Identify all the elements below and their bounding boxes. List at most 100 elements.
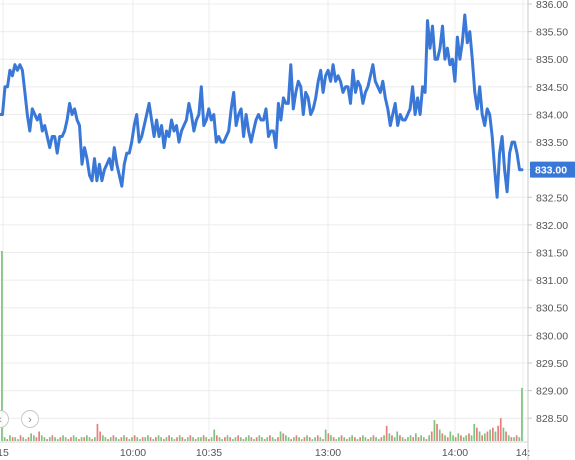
volume-bar <box>306 435 308 441</box>
volume-bar <box>96 423 99 441</box>
last-price-marker: 833.00 <box>530 161 575 178</box>
volume-bar <box>86 435 88 441</box>
price-tick-label: 836.00 <box>536 0 568 11</box>
volume-bar <box>476 427 478 441</box>
volume-bar <box>102 435 104 441</box>
volume-bar <box>409 435 412 441</box>
volume-bar <box>221 439 223 441</box>
volume-bar <box>346 439 348 441</box>
volume-bar <box>78 439 80 441</box>
volume-bar <box>335 439 338 441</box>
volume-bar <box>399 435 401 441</box>
volume-bar <box>165 437 168 441</box>
volume-bar <box>332 437 335 441</box>
volume-bar <box>401 437 404 441</box>
volume-bar <box>290 439 292 441</box>
price-tick-label: 834.50 <box>536 82 568 94</box>
volume-bar <box>38 431 40 441</box>
volume-bar <box>510 437 513 441</box>
volume-bar <box>51 435 54 441</box>
volume-bar <box>67 439 70 441</box>
volume-bar <box>56 439 59 441</box>
volume-bar <box>136 437 139 441</box>
volume-bar <box>170 437 173 441</box>
time-tick-label: 14: <box>516 447 531 459</box>
volume-bar <box>303 437 306 441</box>
volume-bar <box>131 437 133 441</box>
volume-bar <box>308 437 311 441</box>
volume-bar <box>396 431 399 441</box>
volume-bar <box>277 437 279 441</box>
price-tick-label: 830.50 <box>536 303 568 315</box>
volume-bar <box>149 437 152 441</box>
volume-bar <box>117 439 120 441</box>
volume-bar <box>457 433 460 441</box>
volume-bar <box>497 425 499 441</box>
volume-bar <box>147 435 149 441</box>
price-tick-label: 835.00 <box>536 54 568 66</box>
volume-bar <box>383 435 385 441</box>
price-tick-label: 829.50 <box>536 358 568 370</box>
volume-bar <box>261 437 263 441</box>
volume-bar <box>107 439 109 441</box>
volume-bar <box>91 439 93 441</box>
volume-bar <box>515 435 518 441</box>
volume-bar <box>462 437 465 441</box>
volume-bar <box>25 439 27 441</box>
volume-bar <box>340 435 343 441</box>
volume-bar <box>279 431 282 441</box>
volume-bar <box>123 435 125 441</box>
volume-bar <box>218 437 221 441</box>
volume-bar <box>43 437 46 441</box>
volume-bar <box>319 437 322 441</box>
volume-bar <box>473 423 476 441</box>
time-tick-label: 10:35 <box>196 447 222 459</box>
volume-bar <box>197 437 200 441</box>
volume-bar <box>6 439 9 441</box>
volume-bar <box>9 435 11 441</box>
volume-bar <box>232 439 234 441</box>
volume-bar <box>423 437 425 441</box>
volume-bar <box>430 431 433 441</box>
volume-bar <box>205 437 208 441</box>
price-line <box>0 13 524 199</box>
volume-bar <box>359 437 361 441</box>
volume-bar <box>460 435 462 441</box>
price-tick-label: 833.50 <box>536 137 568 149</box>
volume-bar <box>247 435 250 441</box>
volume-bar <box>48 437 51 441</box>
volume-bar <box>14 437 17 441</box>
volume-bar <box>200 437 202 441</box>
volume-bar <box>388 433 391 441</box>
volume-bar <box>338 437 340 441</box>
price-series <box>0 13 524 199</box>
volume-bar <box>438 429 441 441</box>
volume-bar <box>513 437 515 441</box>
volume-bar <box>385 425 388 441</box>
volume-bar <box>234 437 237 441</box>
volume-bar <box>11 437 14 441</box>
volume-bar <box>255 437 258 441</box>
volume-bar <box>314 437 316 441</box>
volume-bar <box>194 439 197 441</box>
volume-bar <box>316 435 319 441</box>
volume-bar <box>415 433 417 441</box>
volume-bar <box>64 437 67 441</box>
volume-bar <box>202 435 205 441</box>
volume-bar <box>19 435 22 441</box>
volume-bar <box>22 437 25 441</box>
volume-bar <box>502 427 505 441</box>
volume-bar <box>441 433 444 441</box>
volume-bar <box>46 439 48 441</box>
time-tick-label: 15 <box>0 447 9 459</box>
volume-bar <box>208 439 210 441</box>
volume-bar <box>239 437 242 441</box>
volume-bar <box>271 437 274 441</box>
price-tick-label: 832.50 <box>536 192 568 204</box>
volume-bar <box>486 431 489 441</box>
volume-bar <box>88 437 91 441</box>
scroll-right-button[interactable]: › <box>21 410 39 428</box>
volume-bar <box>115 437 117 441</box>
time-tick-label: 14:00 <box>442 447 468 459</box>
volume-bar <box>436 423 438 441</box>
